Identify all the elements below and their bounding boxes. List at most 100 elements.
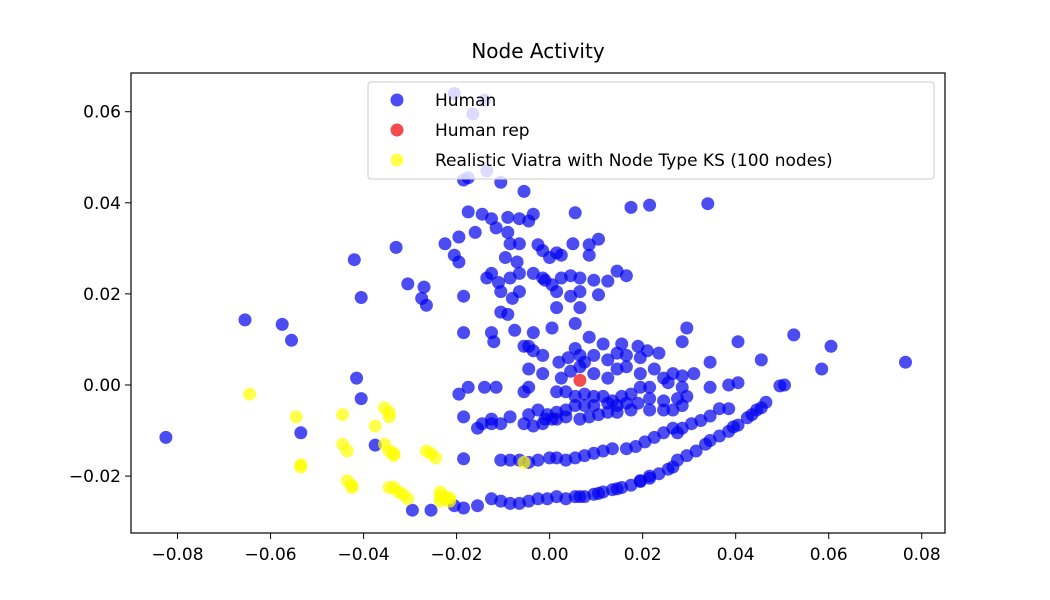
viatra-point [443, 491, 457, 505]
human-point [457, 289, 471, 303]
human-point [592, 288, 605, 302]
human-point [643, 469, 657, 483]
human-point [687, 367, 701, 381]
human-point [417, 280, 431, 294]
human-point [726, 420, 740, 434]
legend-marker-viatra [390, 153, 404, 167]
human-point [512, 237, 526, 251]
points-layer [159, 87, 912, 517]
human-point [689, 444, 703, 458]
human-point [619, 348, 633, 362]
human-point [275, 317, 289, 331]
legend-label-viatra: Realistic Viatra with Node Type KS (100 … [435, 151, 833, 171]
human-point [568, 317, 582, 330]
human-point [592, 232, 605, 246]
human-point [512, 285, 526, 299]
viatra-point [517, 455, 531, 469]
human-point [485, 492, 498, 506]
human-point [238, 313, 252, 327]
human-point [566, 237, 580, 251]
y-tick-label: 0.00 [83, 376, 121, 396]
human-point [582, 330, 596, 344]
legend-marker-human [390, 93, 404, 107]
chart-title: Node Activity [471, 39, 605, 63]
human-point [731, 376, 745, 390]
human-point [573, 490, 587, 504]
human-point [554, 371, 568, 385]
viatra-point [294, 460, 308, 474]
human-point [787, 328, 801, 342]
human-point [573, 285, 587, 299]
human-point [494, 453, 508, 467]
y-tick-label: 0.02 [83, 285, 121, 305]
human-point [503, 410, 517, 424]
human-point [596, 337, 610, 351]
human-point [671, 426, 684, 440]
human-point [680, 321, 694, 335]
human-point [503, 271, 517, 285]
human-point [350, 371, 364, 385]
human-point [401, 277, 415, 291]
human-point [824, 339, 838, 353]
human-point [503, 237, 517, 251]
human-point [510, 255, 524, 269]
human-point [159, 430, 173, 444]
human-point [601, 405, 615, 419]
human-point [675, 369, 689, 383]
human-point [536, 367, 550, 381]
x-tick-label: −0.06 [244, 545, 296, 565]
human-point [498, 251, 512, 264]
human-point [538, 412, 552, 426]
human-point [452, 387, 466, 401]
human-point [573, 271, 587, 285]
human-point [354, 291, 368, 304]
human-point [703, 409, 717, 423]
human-point [536, 348, 550, 362]
human-point [619, 360, 633, 374]
human-point [494, 417, 508, 431]
human-point [508, 323, 522, 337]
human-point [457, 326, 471, 340]
human-point [647, 362, 661, 376]
human-point [675, 335, 689, 349]
human-point [489, 221, 503, 235]
human-point [610, 405, 624, 419]
human-point [815, 362, 829, 376]
human-point [485, 417, 498, 431]
x-tick-label: 0.04 [717, 545, 755, 565]
human-point [587, 367, 601, 381]
human-point [452, 230, 466, 244]
human-point [550, 301, 564, 315]
human-point [661, 376, 675, 390]
human-point [494, 285, 508, 299]
human-point [643, 392, 657, 406]
viatra-point [368, 419, 382, 433]
x-tick-label: −0.08 [151, 545, 203, 565]
human-point [657, 394, 671, 408]
human-point [573, 360, 587, 374]
human-point [531, 453, 545, 467]
human-point [610, 482, 624, 496]
human-point [461, 380, 475, 394]
human-point [587, 389, 601, 403]
human-point [745, 408, 759, 422]
human-point [699, 437, 712, 451]
human-point [461, 205, 475, 219]
human-point [643, 380, 657, 394]
human-point [703, 355, 717, 369]
x-tick-label: 0.06 [810, 545, 848, 565]
human-point [568, 206, 582, 220]
viatra-point [382, 405, 396, 419]
x-tick-label: −0.02 [431, 545, 483, 565]
human-point [587, 348, 601, 362]
viatra-point [243, 387, 257, 401]
y-tick-label: 0.06 [83, 103, 121, 123]
human-point [568, 399, 582, 412]
human-point [712, 402, 726, 416]
human-point [452, 255, 466, 269]
human-point [471, 499, 484, 513]
human-point [285, 333, 298, 347]
human-point [489, 380, 503, 394]
x-tick-label: 0.08 [903, 545, 941, 565]
human-point [601, 353, 615, 367]
